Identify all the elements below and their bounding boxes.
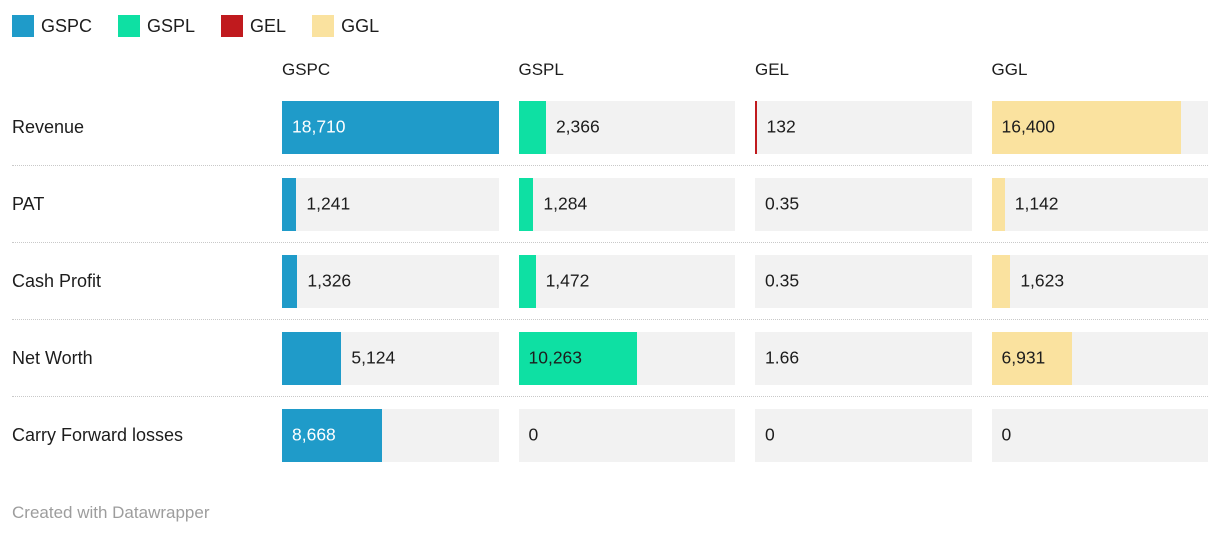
bar <box>991 177 1005 231</box>
legend-swatch-gel <box>221 15 244 37</box>
bar-value-label: 0 <box>1001 424 1012 445</box>
bar-cell: 18,710 <box>282 100 499 154</box>
legend-item-gel: GEL <box>221 15 286 37</box>
column-header-ggl: GGL <box>991 60 1028 79</box>
table-row: Net Worth 5,124 10,263 1.66 6,931 <box>12 320 1208 397</box>
legend-label: GSPL <box>147 16 196 36</box>
bar-cell: 0 <box>755 408 972 462</box>
bar-value-label: 0 <box>528 424 539 445</box>
legend-swatch-ggl <box>312 15 335 37</box>
legend-label: GGL <box>341 16 380 36</box>
bar-value-label: 132 <box>766 116 796 137</box>
bar-cell: 132 <box>755 100 972 154</box>
bar-value-label: 1,241 <box>306 193 351 214</box>
column-header-row: GSPC GSPL GEL GGL <box>12 60 1208 89</box>
column-header-spacer <box>12 60 262 89</box>
legend: GSPC GSPL GEL GGL <box>12 14 1208 38</box>
table-row: Carry Forward losses 8,668 0 0 0 <box>12 397 1208 473</box>
legend-item-ggl: GGL <box>312 15 379 37</box>
bar <box>282 254 298 308</box>
bar-cell: 8,668 <box>282 408 499 462</box>
bar-value-label: 6,931 <box>1001 347 1046 368</box>
table-body: Revenue 18,710 2,366 132 16,400 PAT 1,24… <box>12 89 1208 473</box>
bar-cell: 0.35 <box>755 177 972 231</box>
column-header-gspl: GSPL <box>518 60 564 79</box>
legend-item-gspl: GSPL <box>118 15 195 37</box>
bar-cell: 0 <box>991 408 1208 462</box>
bar-cell: 2,366 <box>518 100 735 154</box>
bar-cell: 1,326 <box>282 254 499 308</box>
bar-cell: 6,931 <box>991 331 1208 385</box>
bar-cell: 1,284 <box>518 177 735 231</box>
bar <box>282 408 383 462</box>
table-row: Revenue 18,710 2,366 132 16,400 <box>12 89 1208 166</box>
bar-value-label: 1,142 <box>1014 193 1059 214</box>
bar-cell: 0.35 <box>755 254 972 308</box>
table-row: Cash Profit 1,326 1,472 0.35 1,623 <box>12 243 1208 320</box>
bar-cell: 0 <box>518 408 735 462</box>
legend-swatch-gspc <box>12 15 34 37</box>
legend-label: GSPC <box>41 16 93 36</box>
row-label: Net Worth <box>12 347 93 368</box>
row-label: PAT <box>12 193 45 214</box>
bar-value-label: 10,263 <box>528 347 583 368</box>
datawrapper-attribution-link[interactable]: Created with Datawrapper <box>12 503 210 522</box>
bar-value-label: 0 <box>765 424 775 445</box>
bar-value-label: 0.35 <box>765 193 800 214</box>
bar <box>991 254 1011 308</box>
bar-value-label: 16,400 <box>1001 116 1056 137</box>
bar-value-label: 1,472 <box>545 270 590 291</box>
bar-cell: 1,472 <box>518 254 735 308</box>
table-row: PAT 1,241 1,284 0.35 1,142 <box>12 166 1208 243</box>
bar-value-label: 1,623 <box>1020 270 1065 291</box>
bar-value-label: 1.66 <box>765 347 800 368</box>
row-label: Cash Profit <box>12 270 102 291</box>
bar-cell: 1,241 <box>282 177 499 231</box>
bar <box>518 177 534 231</box>
row-label: Carry Forward losses <box>12 424 184 445</box>
bar-value-label: 5,124 <box>351 347 396 368</box>
bar-value-label: 0.35 <box>765 270 800 291</box>
bar <box>991 100 1182 154</box>
bar <box>518 331 638 385</box>
bar <box>755 100 757 154</box>
bar-value-label: 18,710 <box>292 116 346 137</box>
bar-cell: 5,124 <box>282 331 499 385</box>
bar <box>282 331 342 385</box>
chart-container: GSPC GSPL GEL GGL GSPC GSPL GEL GGL Reve… <box>12 14 1208 523</box>
row-label: Revenue <box>12 116 85 137</box>
bar <box>991 331 1072 385</box>
legend-swatch-gspl <box>118 15 141 37</box>
legend-item-gspc: GSPC <box>12 15 92 37</box>
bar-value-label: 8,668 <box>292 424 336 445</box>
column-header-gel: GEL <box>755 60 790 79</box>
bar-cell: 16,400 <box>991 100 1208 154</box>
bar <box>282 177 297 231</box>
bar <box>518 100 546 154</box>
bar-cell: 1,142 <box>991 177 1208 231</box>
bar-value-label: 2,366 <box>555 116 600 137</box>
bar-value-label: 1,326 <box>307 270 352 291</box>
bar-cell: 1.66 <box>755 331 972 385</box>
attribution[interactable]: Created with Datawrapper <box>12 503 1208 523</box>
legend-label: GEL <box>250 16 287 36</box>
bar-cell: 1,623 <box>991 254 1208 308</box>
column-header-gspc: GSPC <box>282 60 331 79</box>
bar <box>282 100 499 154</box>
bar-value-label: 1,284 <box>543 193 588 214</box>
bar <box>518 254 536 308</box>
bar-cell: 10,263 <box>518 331 735 385</box>
